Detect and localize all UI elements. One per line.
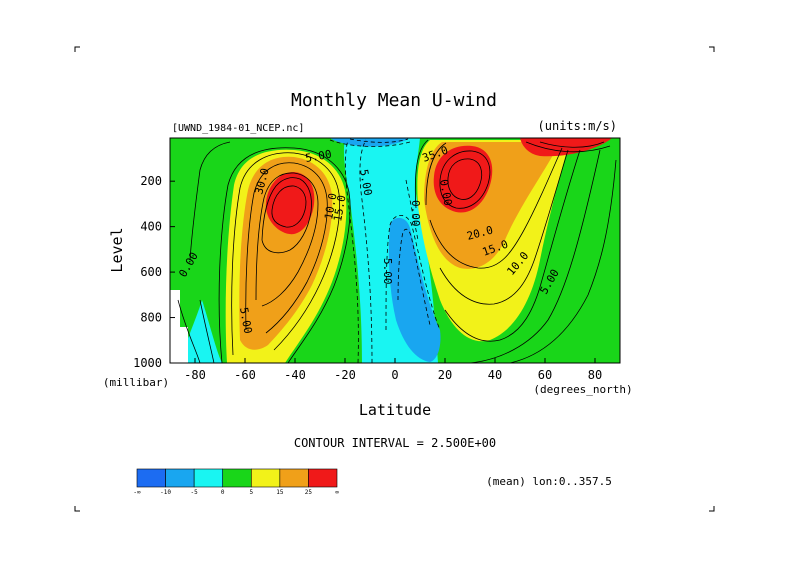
contour-label: 10.0 (322, 192, 339, 220)
x-axis-label: Latitude (359, 401, 431, 419)
colorbar-swatch (222, 468, 252, 488)
contour-field: 5.00 30.0 10.0 15.0 5.00 0.00 5.00 0.00 … (170, 138, 620, 363)
contour-label: 5.00 (237, 306, 254, 334)
y-tick-label: 600 (140, 265, 162, 279)
chart-title: Monthly Mean U-wind (291, 90, 497, 111)
x-tick-label: 40 (488, 368, 502, 382)
colorbar: -∞ -10 -5 0 5 15 25 ∞ (133, 468, 339, 496)
x-tick-label: 20 (438, 368, 452, 382)
x-tick-label: 0 (391, 368, 398, 382)
contour-label: 5.00 (381, 258, 394, 285)
colorbar-tick-label: ∞ (335, 489, 339, 496)
colorbar-swatch (165, 468, 195, 488)
y-tick-label: 200 (140, 174, 162, 188)
x-tick-label: -40 (284, 368, 306, 382)
contour-lines (177, 139, 617, 363)
contour-fill-low-lat-easterly (180, 300, 222, 363)
colorbar-swatch (136, 468, 166, 488)
x-axis-units: (degrees_north) (533, 383, 632, 396)
colorbar-swatch (308, 468, 338, 488)
x-tick-label: 60 (538, 368, 552, 382)
colorbar-tick-label: -∞ (133, 489, 141, 496)
contour-lines-negative (329, 138, 441, 363)
colorbar-tick-label: -10 (160, 489, 171, 496)
contour-label: 15.0 (331, 194, 348, 222)
contour-fill-tropical-easterly-core (388, 217, 441, 362)
x-tick-label: -60 (234, 368, 256, 382)
contour-fill-south-jet-25 (265, 172, 315, 235)
x-tick-label: -80 (184, 368, 206, 382)
contour-label: 5.00 (304, 148, 332, 165)
contour-interval-text: CONTOUR INTERVAL = 2.500E+00 (294, 436, 496, 450)
colorbar-swatch (279, 468, 309, 488)
colorbar-swatch (193, 468, 224, 488)
y-axis-label: Level (108, 227, 126, 272)
contour-fill-strat-band (330, 138, 410, 147)
colorbar-tick-label: -5 (191, 489, 199, 496)
x-tick-label: 80 (588, 368, 602, 382)
colorbar-swatch (250, 468, 281, 488)
contour-label: 0.00 (437, 178, 454, 206)
colorbar-tick-label: 0 (221, 489, 225, 496)
y-tick-label: 1000 (133, 356, 162, 370)
colorbar-tick-label: 15 (276, 489, 284, 496)
colorbar-tick-label: 5 (249, 489, 253, 496)
dataset-label: [UWND_1984-01_NCEP.nc] (172, 123, 304, 134)
colorbar-tick-label: 25 (305, 489, 313, 496)
averaging-text: (mean) lon:0..357.5 (486, 475, 612, 488)
contour-label: 5.00 (357, 168, 374, 196)
contour-missing-terrain (170, 290, 188, 363)
y-axis-units: (millibar) (103, 376, 169, 389)
x-tick-label: -20 (334, 368, 356, 382)
y-tick-label: 800 (140, 311, 162, 325)
contour-label: 0.00 (409, 200, 422, 227)
y-axis: 200 400 600 800 1000 (133, 174, 175, 370)
units-label: (units:m/s) (538, 119, 617, 133)
corner-marks (74, 46, 715, 512)
y-tick-label: 400 (140, 220, 162, 234)
x-axis: -80 -60 -40 -20 0 20 40 60 80 (184, 358, 602, 382)
